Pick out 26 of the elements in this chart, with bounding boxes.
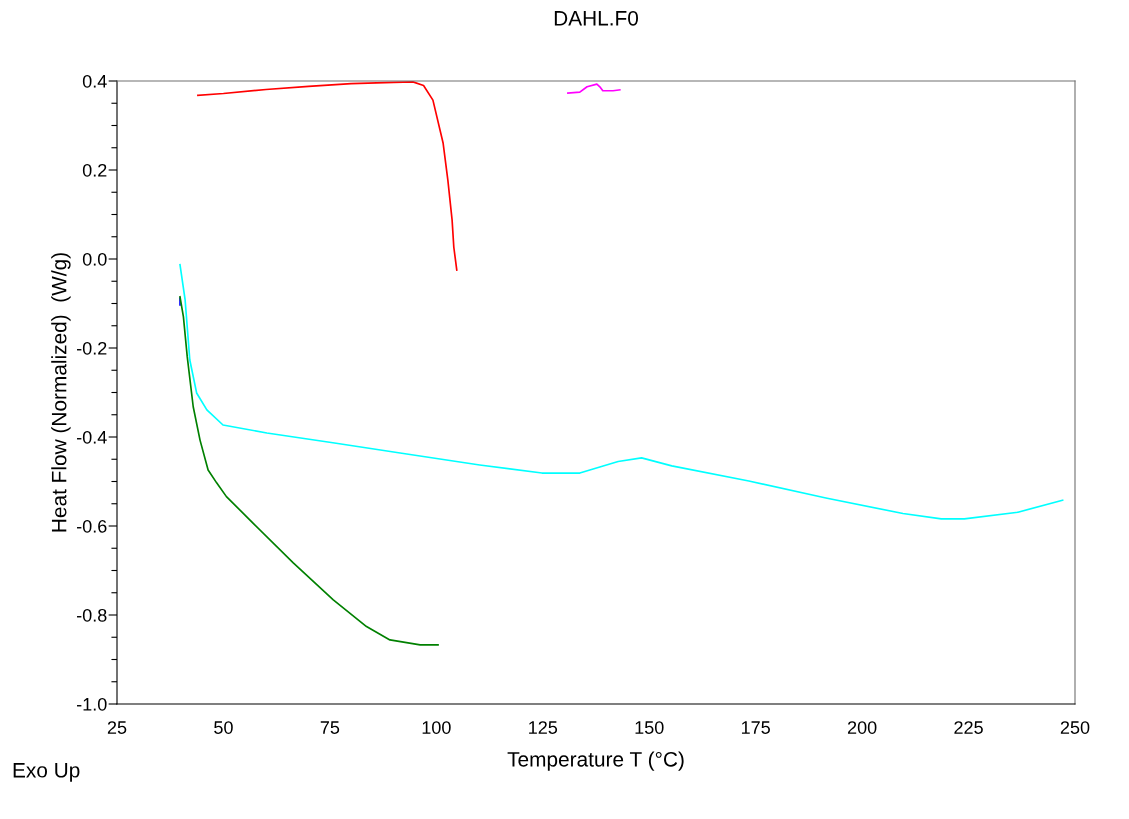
line-series — [197, 81, 458, 271]
y-axis-title: Heat Flow (Normalized) (W/g) — [51, 253, 71, 532]
x-tick-label: 150 — [635, 721, 664, 734]
x-tick-label: 125 — [529, 721, 558, 734]
chart-title: DAHL.F0 — [554, 10, 639, 26]
x-tick-label: 25 — [107, 721, 127, 734]
y-tick-label: 0.4 — [82, 74, 107, 88]
y-tick-label: -0.2 — [76, 341, 107, 355]
y-tick-label: -0.8 — [76, 608, 107, 622]
x-tick-label: 75 — [320, 721, 340, 734]
y-tick-label: 0.2 — [82, 163, 107, 177]
line-series — [179, 295, 439, 646]
x-tick-label: 225 — [954, 721, 983, 734]
x-tick-label: 100 — [422, 721, 451, 734]
x-tick-label: 250 — [1060, 721, 1090, 734]
text: Exo Up — [13, 763, 80, 782]
y-tick-label: -1.0 — [76, 697, 107, 711]
y-tick-label: -0.6 — [76, 519, 107, 533]
x-tick-label: 175 — [741, 721, 770, 734]
y-tick-label: -0.4 — [76, 430, 107, 444]
x-tick-label: 200 — [847, 721, 877, 734]
x-axis-title: Temperature T (°C) — [507, 751, 684, 771]
y-tick-label: 0.0 — [82, 252, 107, 266]
x-tick-label: 50 — [214, 721, 233, 734]
line-series — [567, 83, 621, 94]
line-series — [179, 263, 1064, 520]
